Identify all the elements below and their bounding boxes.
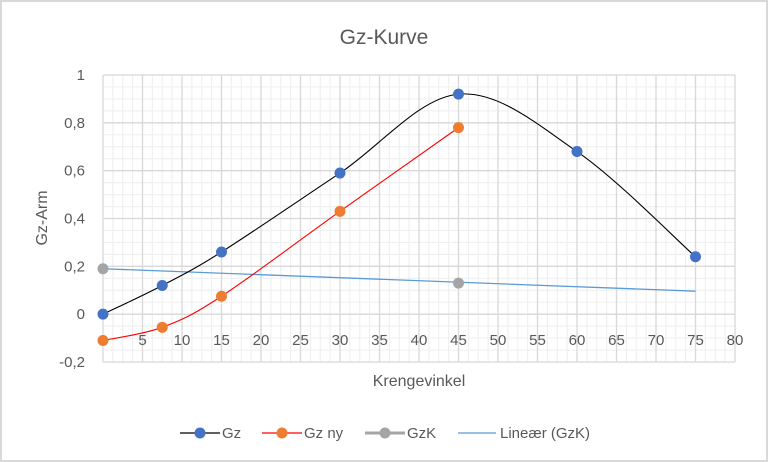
y-axis-title: Gz-Arm [34,190,51,245]
chart-legend: Gz Gz ny GzK Lineær (GzK) [180,425,590,442]
legend-marker-icon [276,427,288,439]
data-point-marker [334,167,346,179]
x-tick-label: 65 [608,332,625,349]
x-tick-label: 30 [332,332,349,349]
x-tick-label: 60 [569,332,586,349]
data-point-marker [156,321,168,333]
x-tick-label: 55 [529,332,546,349]
x-tick-label: 80 [727,332,744,349]
x-tick-label: 75 [687,332,704,349]
legend-marker-icon [194,427,206,439]
data-point-marker [97,308,109,320]
x-tick-label: 40 [411,332,428,349]
legend-label: Lineær (GzK) [500,425,590,442]
y-tick-label: 0,6 [64,163,85,180]
data-point-marker [453,277,464,289]
plot-series [97,88,701,346]
x-tick-label: 50 [490,332,507,349]
y-tick-label: -0,2 [59,354,85,371]
legend-label: Gz ny [304,425,344,442]
legend-item: Gz ny [262,425,344,442]
series-line [102,93,696,315]
x-tick-label: 70 [648,332,665,349]
y-tick-label: 0 [77,306,85,323]
trendline-gzk [102,268,696,292]
x-tick-label: 35 [371,332,388,349]
x-tick-label: 10 [174,332,191,349]
data-point-marker [571,146,583,158]
x-tick-label: 15 [213,332,230,349]
legend-label: Gz [222,425,241,442]
y-tick-label: 0,2 [64,258,85,275]
data-point-marker [216,246,227,258]
legend-label: GzK [407,425,436,442]
x-axis-title: Krengevinkel [373,373,466,390]
data-point-marker [97,334,109,346]
major-gridlines [102,74,736,363]
y-tick-label: 0,4 [64,211,85,228]
data-point-marker [690,251,701,263]
y-tick-label: 0,8 [64,115,85,132]
data-point-marker [156,279,168,291]
x-axis-tick-labels: 05101520253035404550556065707580 [99,332,744,349]
data-point-marker [453,88,464,100]
y-tick-label: 1 [77,67,85,84]
data-point-marker [453,122,464,134]
data-point-marker [216,290,227,302]
chart-title: Gz-Kurve [340,26,429,49]
data-point-marker [97,263,109,275]
legend-item: GzK [365,425,436,442]
legend-item: Lineær (GzK) [458,425,590,442]
y-axis-tick-labels: -0,2 0 0,2 0,4 0,6 0,8 1 [59,67,85,371]
data-point-marker [334,205,346,217]
x-tick-label: 20 [253,332,270,349]
legend-marker-icon [379,427,391,439]
x-tick-label: 5 [138,332,146,349]
legend-item: Gz [180,425,241,442]
x-tick-label: 25 [292,332,309,349]
x-tick-label: 45 [450,332,467,349]
